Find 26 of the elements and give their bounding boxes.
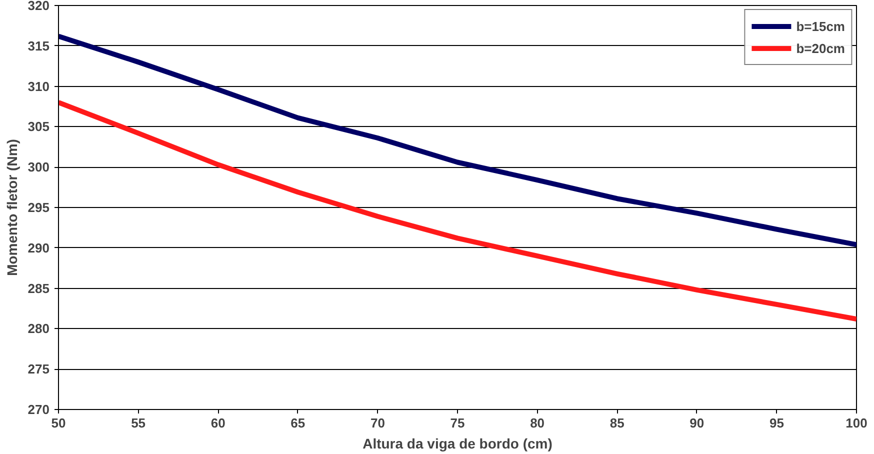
x-tick-label: 80: [530, 416, 545, 430]
x-tick-label: 60: [210, 416, 226, 430]
y-tick-label: 280: [28, 321, 50, 336]
x-tick-label: 65: [290, 416, 306, 430]
y-tick-label: 270: [28, 402, 50, 417]
x-tick-label: 50: [51, 416, 66, 430]
y-tick-label: 310: [28, 78, 50, 94]
y-tick-label: 300: [28, 160, 50, 175]
y-tick-label: 285: [28, 280, 50, 296]
legend-label: b=15cm: [796, 18, 845, 34]
x-tick-label: 70: [370, 416, 385, 430]
y-tick-label: 305: [28, 119, 50, 134]
y-tick-label: 295: [28, 200, 50, 215]
x-tick-label: 75: [450, 416, 465, 430]
x-tick-label: 55: [131, 416, 146, 430]
y-axis-title: Momento fletor (Nm): [4, 139, 20, 276]
x-tick-label: 90: [690, 416, 704, 430]
x-tick-label: 100: [846, 416, 868, 430]
legend-label: b=20cm: [796, 40, 845, 56]
y-tick-label: 315: [28, 38, 50, 54]
y-tick-label: 320: [28, 0, 50, 13]
x-axis-title: Altura da viga de bordo (cm): [362, 436, 552, 452]
y-tick-label: 275: [28, 362, 50, 377]
x-tick-label: 95: [769, 416, 784, 430]
x-tick-label: 85: [610, 416, 624, 430]
y-tick-label: 290: [28, 240, 50, 256]
